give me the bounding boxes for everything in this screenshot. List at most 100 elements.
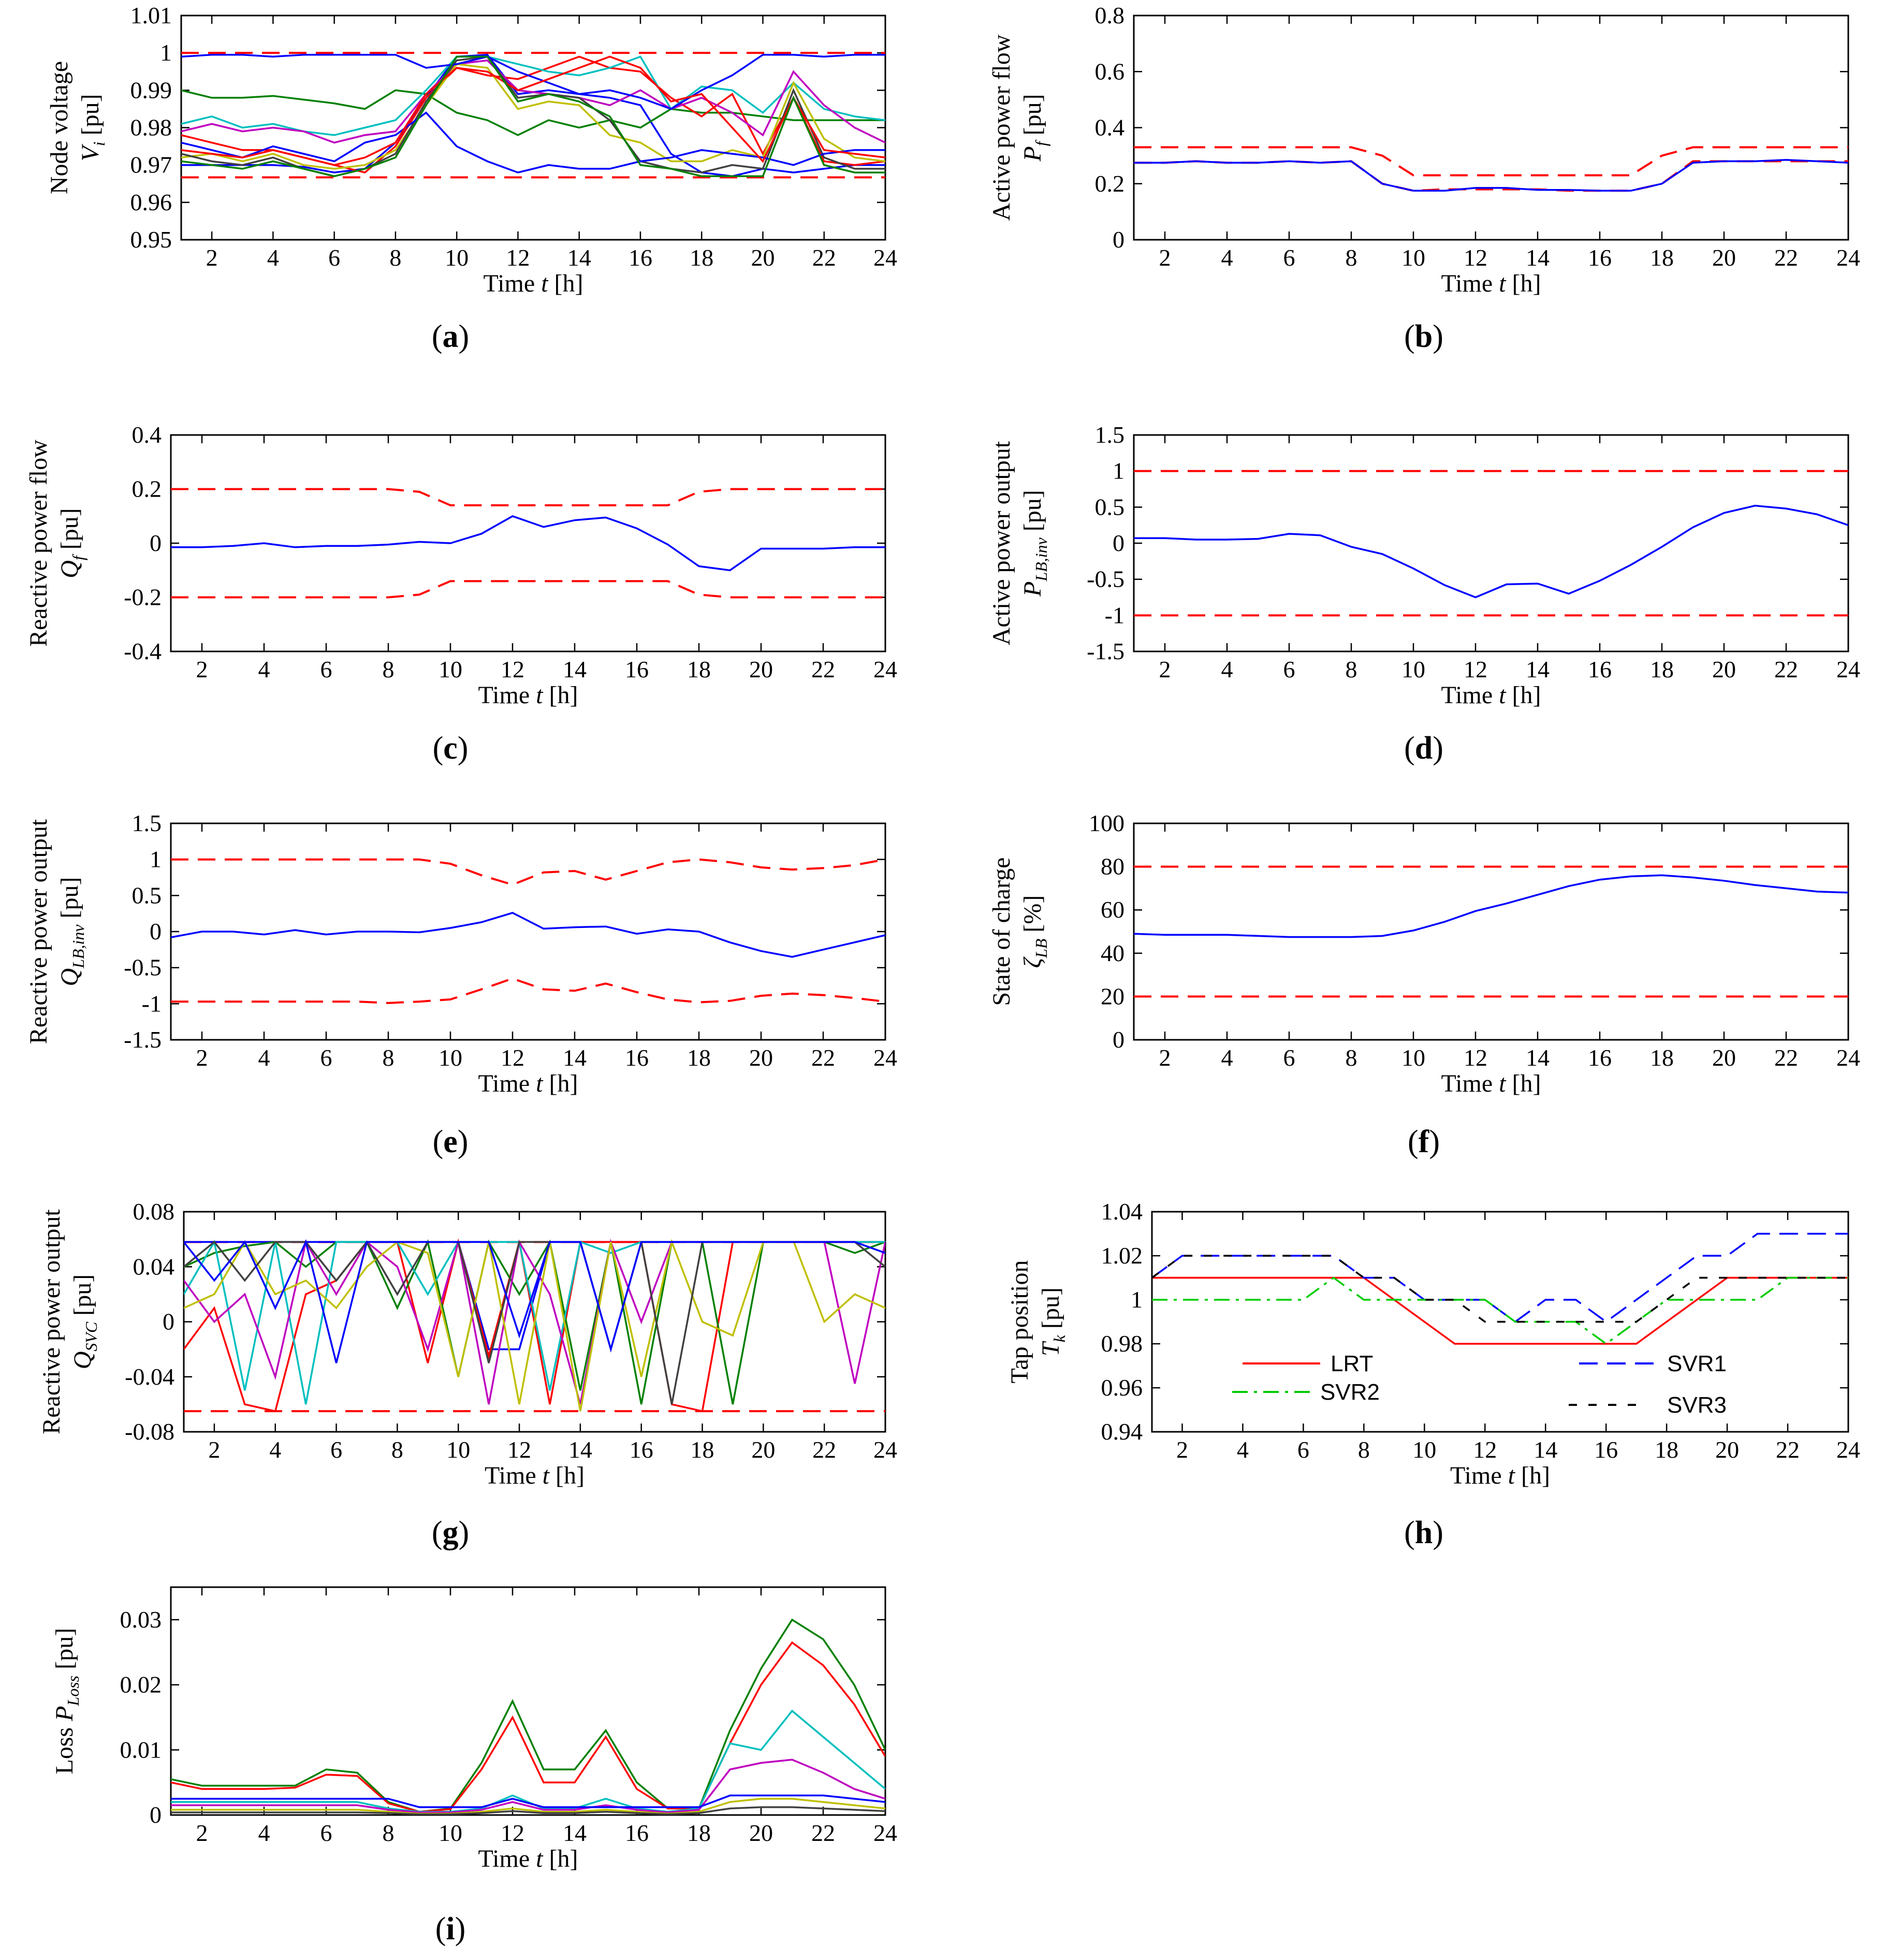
y-tick-label: 0.98 — [1101, 1330, 1143, 1357]
x-tick-label: 16 — [630, 1436, 653, 1463]
x-tick-label: 10 — [446, 1436, 470, 1463]
legend: LRT SVR1 SVR2 SVR3 — [1232, 1351, 1727, 1418]
y-axis-label: Reactive power flow — [25, 440, 52, 647]
panel-caption: (a) — [432, 319, 469, 354]
x-tick-label: 2 — [206, 244, 218, 271]
plot-frame — [1133, 434, 1849, 652]
x-axis-label: Time t [h] — [484, 270, 583, 297]
x-tick-label: 24 — [873, 1436, 897, 1463]
legend-label-lrt: LRT — [1331, 1351, 1373, 1376]
x-tick-label: 12 — [506, 244, 530, 271]
plot-data — [184, 1238, 885, 1413]
plot-frame — [1133, 822, 1849, 1041]
y-axis-label: Tk [pu] — [1037, 1287, 1069, 1356]
y-tick-label: -0.04 — [125, 1363, 174, 1390]
plot-frame — [170, 822, 886, 1041]
plot-data — [181, 52, 885, 179]
x-axis-label: Time t [h] — [478, 1845, 578, 1872]
x-tick-label: 14 — [568, 1436, 592, 1463]
x-tick-label: 24 — [873, 1820, 897, 1846]
y-tick-label: 1 — [1131, 1286, 1143, 1313]
x-tick-label: 14 — [563, 1820, 587, 1846]
y-tick-label: 1.02 — [1101, 1242, 1143, 1269]
plot-data — [171, 858, 885, 1004]
x-tick-label: 24 — [1836, 656, 1860, 683]
x-tick-label: 16 — [625, 1820, 649, 1846]
y-tick-label: 0.96 — [130, 189, 172, 215]
x-tick-label: 2 — [1159, 244, 1171, 271]
x-tick-label: 6 — [320, 656, 332, 683]
y-axis-label: Reactive power output — [38, 1209, 65, 1434]
plot-frame — [170, 1586, 886, 1816]
y-tick-label: 0.4 — [1095, 114, 1125, 141]
x-tick-label: 8 — [391, 1436, 403, 1463]
chart-panel-e: -1.5-1-0.500.511.52 4 6 8 10 12 14 16 18 20 22 24Ti… — [25, 810, 897, 1159]
y-axis-label: QLB,inv [pu] — [56, 877, 87, 986]
x-tick-label: 4 — [269, 1436, 281, 1463]
y-tick-label: -1 — [1105, 602, 1124, 628]
panel-caption: (i) — [435, 1911, 466, 1947]
y-tick-label: 0 — [1113, 530, 1124, 556]
x-tick-label: 16 — [1588, 244, 1612, 271]
y-tick-label: -0.5 — [124, 954, 162, 981]
x-tick-label: 16 — [1594, 1436, 1618, 1463]
x-tick-label: 20 — [749, 1044, 773, 1071]
x-tick-label: 22 — [811, 656, 835, 683]
x-tick-label: 6 — [320, 1044, 332, 1071]
y-tick-label: 1.01 — [130, 2, 172, 28]
x-tick-label: 14 — [567, 244, 591, 271]
y-tick-label: -0.08 — [125, 1418, 174, 1445]
y-tick-label: 0.97 — [130, 152, 172, 178]
y-tick-label: 0.2 — [1095, 170, 1125, 197]
panel-caption: (d) — [1404, 731, 1443, 766]
plot-data — [1134, 146, 1848, 192]
y-tick-label: 0.4 — [132, 422, 162, 448]
x-tick-label: 10 — [1401, 1044, 1425, 1071]
x-axis-label: Time t [h] — [1441, 681, 1541, 709]
y-tick-label: -0.4 — [124, 638, 162, 664]
x-tick-label: 6 — [1283, 1044, 1295, 1071]
x-tick-label: 6 — [328, 244, 340, 271]
series-line-l6 — [171, 1797, 885, 1815]
x-tick-label: 18 — [687, 1820, 711, 1846]
x-tick-label: 8 — [383, 1044, 395, 1071]
series-line-SOC — [1134, 874, 1848, 938]
y-tick-label: 0.2 — [132, 476, 162, 502]
y-axis-label: QSVC [pu] — [69, 1274, 100, 1370]
series-line-Pf — [1134, 158, 1848, 192]
x-tick-label: 8 — [383, 656, 395, 683]
y-tick-label: 100 — [1089, 810, 1124, 836]
x-tick-label: 8 — [1346, 656, 1357, 683]
x-tick-label: 20 — [751, 1436, 775, 1463]
y-tick-label: 80 — [1101, 853, 1124, 880]
y-tick-label: 60 — [1101, 896, 1124, 923]
y-tick-label: -0.5 — [1087, 566, 1124, 592]
y-tick-label: 1 — [160, 39, 172, 66]
x-tick-label: 18 — [1650, 656, 1674, 683]
x-tick-label: 14 — [1534, 1436, 1557, 1463]
series-line-v9 — [181, 54, 885, 110]
y-tick-label: 1.5 — [132, 810, 162, 836]
x-tick-label: 16 — [1588, 1044, 1612, 1071]
y-tick-label: 0 — [163, 1309, 174, 1335]
x-tick-label: 8 — [1346, 244, 1357, 271]
y-tick-label: -1 — [142, 990, 162, 1017]
x-tick-label: 2 — [196, 656, 208, 683]
x-tick-label: 10 — [439, 656, 462, 683]
panel-caption: (e) — [433, 1124, 469, 1159]
x-tick-label: 22 — [1774, 244, 1798, 271]
y-tick-label: 40 — [1101, 940, 1124, 966]
x-tick-label: 2 — [1159, 1044, 1171, 1071]
x-tick-label: 10 — [439, 1820, 462, 1846]
y-tick-label: 0.02 — [120, 1672, 162, 1698]
plot-frame — [1151, 1211, 1849, 1433]
series-line-v6 — [181, 63, 885, 170]
series-line-SVR3 — [1152, 1255, 1848, 1323]
y-axis-label: Pf [pu] — [1019, 94, 1050, 162]
x-tick-label: 10 — [1412, 1436, 1436, 1463]
x-tick-label: 16 — [629, 244, 652, 271]
x-tick-label: 4 — [1237, 1436, 1249, 1463]
y-axis-label: Qf [pu] — [56, 508, 87, 578]
